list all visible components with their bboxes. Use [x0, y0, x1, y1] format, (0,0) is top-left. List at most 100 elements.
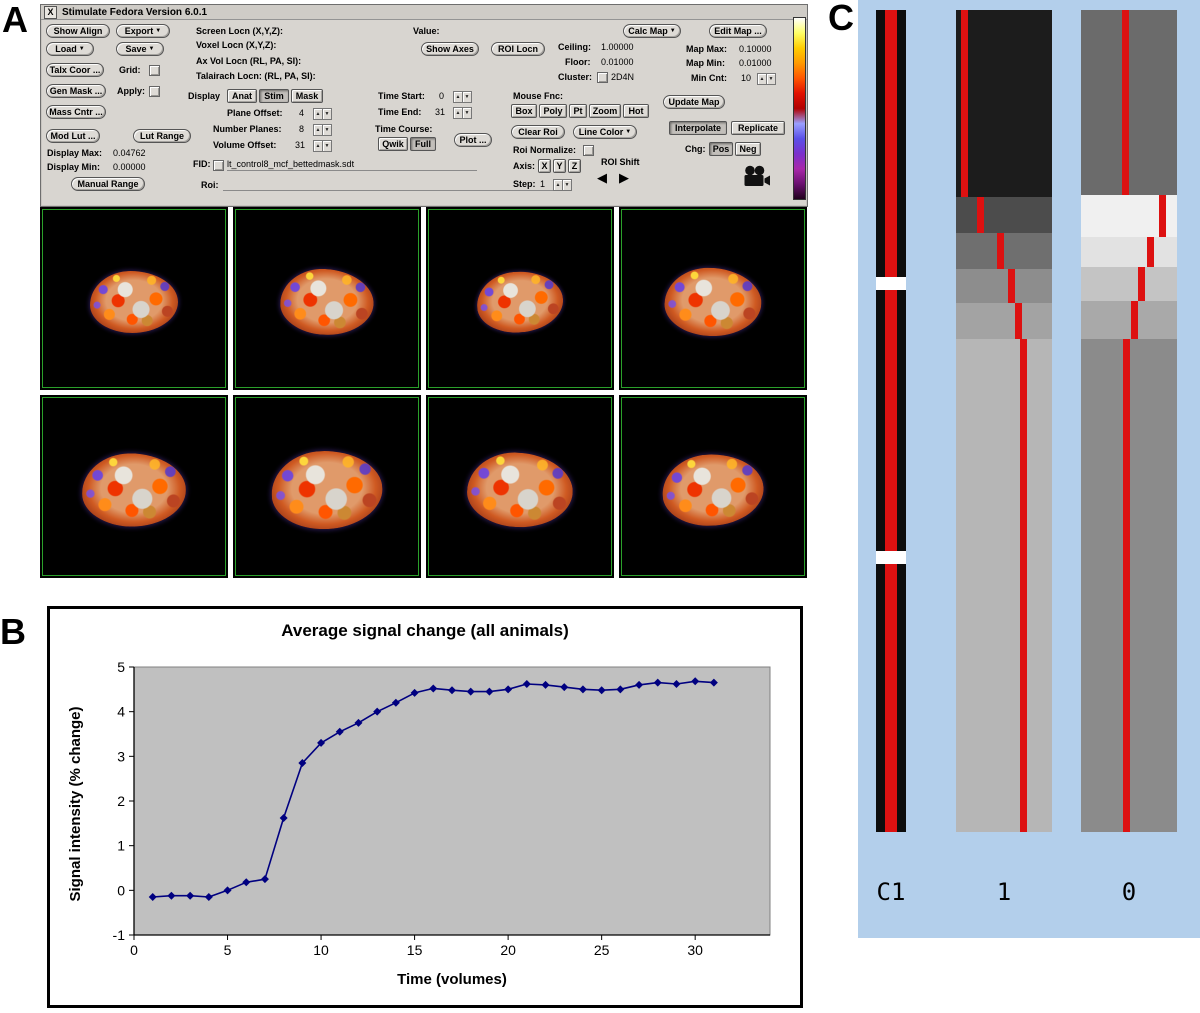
apply-label: Apply:	[117, 86, 145, 96]
update-map-button[interactable]: Update Map	[663, 95, 725, 109]
brain-slice-panel[interactable]	[619, 395, 807, 578]
time-start-stepper[interactable]: ▲ ▼	[453, 91, 472, 103]
ev-segment	[1081, 10, 1177, 195]
roi-field[interactable]	[223, 189, 553, 191]
svg-text:15: 15	[407, 942, 423, 958]
mouse-hot-button[interactable]: Hot	[623, 104, 649, 118]
brain-slice-panel[interactable]	[426, 395, 614, 578]
time-end-stepper[interactable]: ▲ ▼	[453, 107, 472, 119]
volume-offset-stepper[interactable]: ▲ ▼	[313, 140, 332, 152]
display-anat-button[interactable]: Anat	[227, 89, 257, 103]
grid-checkbox[interactable]	[149, 65, 160, 76]
line-color-button[interactable]: Line Color ▼	[573, 125, 637, 139]
chart-title: Average signal change (all animals)	[281, 621, 569, 640]
mass-cntr-button[interactable]: Mass Cntr ...	[46, 105, 106, 119]
lut-range-button[interactable]: Lut Range	[133, 129, 191, 143]
axis-y-button[interactable]: Y	[553, 159, 566, 173]
apply-checkbox[interactable]	[149, 86, 160, 97]
brain-slice-frame	[428, 209, 612, 388]
step-stepper[interactable]: ▲ ▼	[553, 179, 572, 191]
svg-text:0: 0	[117, 882, 125, 898]
brain-slice-panel[interactable]	[233, 207, 421, 390]
chg-neg-button[interactable]: Neg	[735, 142, 761, 156]
grid-label: Grid:	[119, 65, 141, 75]
full-button[interactable]: Full	[410, 137, 436, 151]
interpolate-button[interactable]: Interpolate	[669, 121, 727, 135]
mouse-zoom-button[interactable]: Zoom	[589, 104, 621, 118]
talx-coor-button[interactable]: Talx Coor ...	[46, 63, 104, 77]
window-titlebar[interactable]: X Stimulate Fedora Version 6.0.1	[41, 5, 807, 20]
mouse-box-button[interactable]: Box	[511, 104, 537, 118]
contrast-gap	[876, 277, 906, 290]
replicate-button[interactable]: Replicate	[731, 121, 785, 135]
display-mask-button[interactable]: Mask	[291, 89, 323, 103]
gen-mask-button[interactable]: Gen Mask ...	[46, 84, 106, 98]
contrast-gap	[876, 551, 906, 564]
min-cnt-stepper[interactable]: ▲ ▼	[757, 73, 776, 85]
load-menu-button[interactable]: Load ▼	[46, 42, 94, 56]
save-menu-button[interactable]: Save ▼	[116, 42, 164, 56]
brain-slice-panel[interactable]	[40, 207, 228, 390]
show-align-button[interactable]: Show Align	[46, 24, 110, 38]
map-min-value: 0.01000	[739, 58, 772, 68]
spin-down-icon[interactable]: ▼	[462, 107, 472, 119]
caret-down-icon: ▼	[148, 46, 155, 52]
brain-slice-panel[interactable]	[426, 207, 614, 390]
brain-slice-image	[270, 449, 384, 532]
display-max-value: 0.04762	[113, 148, 146, 158]
brain-slice-frame	[235, 209, 419, 388]
ev-segment	[956, 303, 1052, 339]
mouse-poly-button[interactable]: Poly	[539, 104, 567, 118]
spin-down-icon[interactable]: ▼	[462, 91, 472, 103]
brain-slice-image	[663, 266, 763, 338]
fid-field[interactable]	[227, 169, 477, 171]
svg-text:3: 3	[117, 748, 125, 764]
ev-segment	[1081, 237, 1177, 267]
spin-down-icon[interactable]: ▼	[322, 124, 332, 136]
roi-shift-right-button[interactable]: ▶	[619, 170, 629, 185]
spin-down-icon[interactable]: ▼	[322, 140, 332, 152]
time-end-value: 31	[435, 107, 446, 117]
brain-slice-image	[465, 450, 575, 530]
spin-down-icon[interactable]: ▼	[766, 73, 776, 85]
mouse-pt-button[interactable]: Pt	[569, 104, 587, 118]
number-planes-stepper[interactable]: ▲ ▼	[313, 124, 332, 136]
min-cnt-value: 10	[741, 73, 752, 83]
axis-x-button[interactable]: X	[538, 159, 551, 173]
spin-down-icon[interactable]: ▼	[562, 179, 572, 191]
plot-button[interactable]: Plot ...	[454, 133, 492, 147]
brain-slice-image	[660, 451, 766, 529]
svg-text:4: 4	[117, 704, 125, 720]
window-title: Stimulate Fedora Version 6.0.1	[62, 6, 208, 18]
axis-label: Axis:	[513, 161, 536, 171]
roi-normalize-checkbox[interactable]	[583, 145, 594, 156]
brain-slice-image	[278, 266, 376, 338]
show-axes-button[interactable]: Show Axes	[421, 42, 479, 56]
brain-slice-panel[interactable]	[233, 395, 421, 578]
volume-offset-label: Volume Offset:	[213, 140, 277, 150]
map-max-value: 0.10000	[739, 44, 772, 54]
design-matrix-panel: C1 1 0	[858, 0, 1200, 938]
plane-offset-stepper[interactable]: ▲ ▼	[313, 108, 332, 120]
display-stim-button[interactable]: Stim	[259, 89, 289, 103]
cluster-checkbox[interactable]	[597, 72, 608, 83]
roi-locn-button[interactable]: ROI Locn	[491, 42, 545, 56]
calc-map-button[interactable]: Calc Map ▼	[623, 24, 681, 38]
clear-roi-button[interactable]: Clear Roi	[511, 125, 565, 139]
camera-icon[interactable]	[741, 165, 771, 189]
roi-shift-left-button[interactable]: ◀	[597, 170, 607, 185]
caret-down-icon: ▼	[78, 46, 85, 52]
chg-pos-button[interactable]: Pos	[709, 142, 733, 156]
spin-down-icon[interactable]: ▼	[322, 108, 332, 120]
time-end-label: Time End:	[378, 107, 422, 117]
edit-map-button[interactable]: Edit Map ...	[709, 24, 767, 38]
ceiling-value: 1.00000	[601, 42, 634, 52]
brain-slice-panel[interactable]	[40, 395, 228, 578]
export-menu-button[interactable]: Export ▼	[116, 24, 170, 38]
mod-lut-button[interactable]: Mod Lut ...	[46, 129, 100, 143]
qwik-button[interactable]: Qwik	[378, 137, 408, 151]
manual-range-button[interactable]: Manual Range	[71, 177, 145, 191]
brain-slice-panel[interactable]	[619, 207, 807, 390]
axis-z-button[interactable]: Z	[568, 159, 581, 173]
fid-checkbox[interactable]	[213, 160, 224, 171]
